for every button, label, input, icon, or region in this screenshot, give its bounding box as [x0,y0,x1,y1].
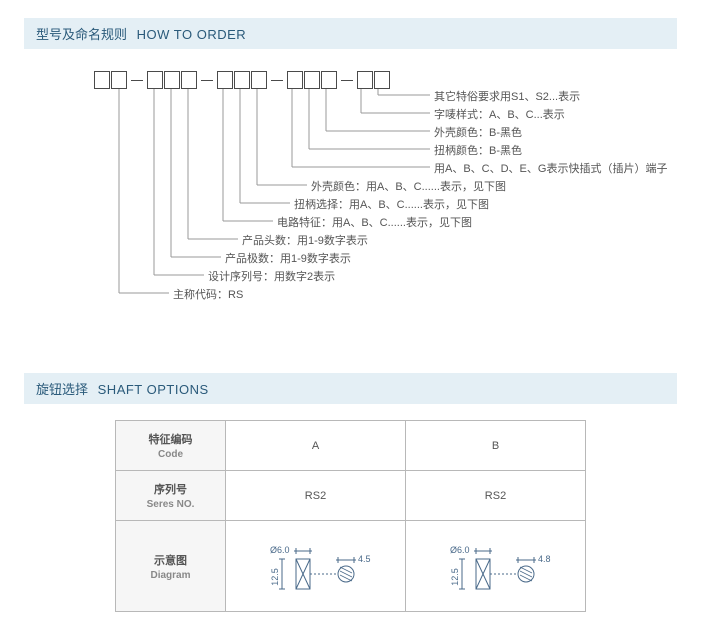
shaft-table: 特征编码 Code A B 序列号 Seres NO. RS2 RS2 示意图 … [115,420,586,612]
header-code: 特征编码 Code [116,421,226,471]
cell-code-b: B [406,421,586,471]
order-label: 设计序列号：用数字2表示 [208,268,335,284]
section-title-zh: 旋钮选择 [36,382,88,397]
svg-text:4.5: 4.5 [358,554,371,564]
section-title-zh: 型号及命名规则 [36,27,127,42]
table-row: 示意图 Diagram Ø6.0 4.5 12.5 Ø6.0 4.8 12.5 [116,521,586,612]
order-label: 外壳颜色：用A、B、C......表示，见下图 [311,178,506,194]
svg-text:12.5: 12.5 [270,568,280,586]
section-header-how-to-order: 型号及命名规则 HOW TO ORDER [24,18,677,49]
cell-diagram-b: Ø6.0 4.8 12.5 [406,521,586,612]
order-label: 扭柄颜色：B-黑色 [434,142,522,158]
header-diagram-zh: 示意图 [154,555,187,567]
table-row: 序列号 Seres NO. RS2 RS2 [116,471,586,521]
order-label: 用A、B、C、D、E、G表示快插式（插片）端子 [434,160,667,176]
order-label: 产品极数：用1-9数字表示 [225,250,351,266]
section-title-en: SHAFT OPTIONS [98,382,209,397]
svg-text:12.5: 12.5 [450,568,460,586]
header-series-zh: 序列号 [154,484,187,496]
order-label: 其它特俗要求用S1、S2...表示 [434,88,580,104]
header-code-zh: 特征编码 [149,434,193,446]
cell-series-b: RS2 [406,471,586,521]
svg-text:Ø6.0: Ø6.0 [450,545,470,555]
order-label: 电路特征：用A、B、C......表示，见下图 [277,214,472,230]
svg-text:4.8: 4.8 [538,554,551,564]
svg-text:Ø6.0: Ø6.0 [270,545,290,555]
order-label: 字唛样式：A、B、C...表示 [434,106,565,122]
header-code-en: Code [124,449,217,460]
header-series-en: Seres NO. [124,499,217,510]
header-diagram-en: Diagram [124,570,217,581]
section-title-en: HOW TO ORDER [137,27,247,42]
order-label: 扭柄选择：用A、B、C......表示，见下图 [294,196,489,212]
order-diagram: 其它特俗要求用S1、S2...表示字唛样式：A、B、C...表示外壳颜色：B-黑… [24,65,677,345]
order-label: 产品头数：用1-9数字表示 [242,232,368,248]
cell-diagram-a: Ø6.0 4.5 12.5 [226,521,406,612]
cell-series-a: RS2 [226,471,406,521]
header-diagram: 示意图 Diagram [116,521,226,612]
order-label: 外壳颜色：B-黑色 [434,124,522,140]
cell-code-a: A [226,421,406,471]
header-series: 序列号 Seres NO. [116,471,226,521]
order-label: 主称代码：RS [173,286,243,302]
table-row: 特征编码 Code A B [116,421,586,471]
section-header-shaft: 旋钮选择 SHAFT OPTIONS [24,373,677,404]
